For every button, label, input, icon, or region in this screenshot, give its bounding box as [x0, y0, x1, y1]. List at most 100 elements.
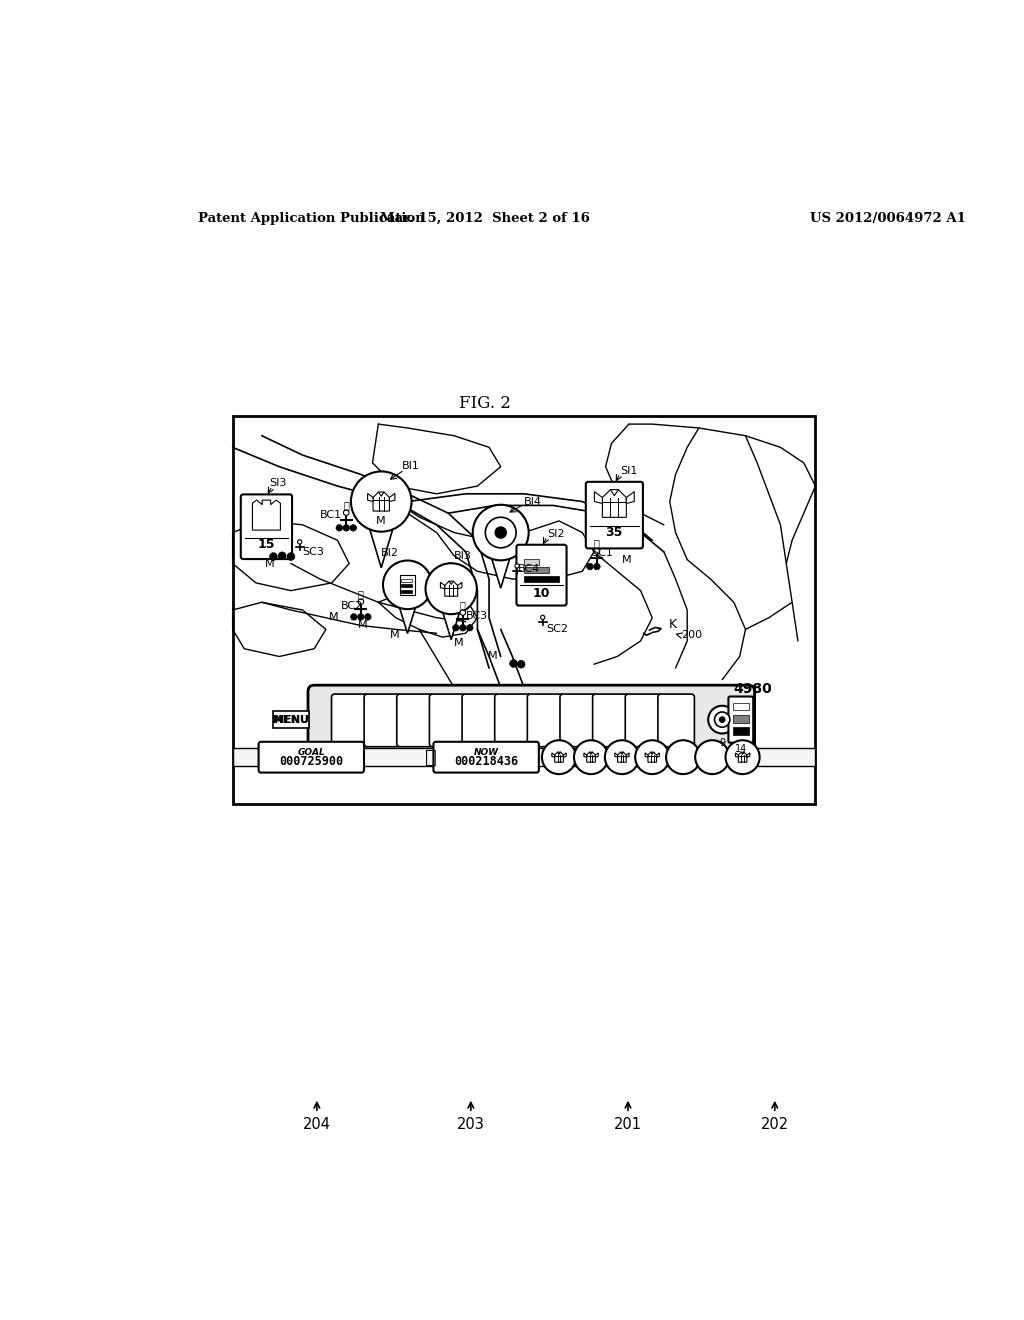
Text: 🔥: 🔥: [460, 599, 466, 610]
Circle shape: [587, 564, 593, 570]
Polygon shape: [617, 752, 627, 762]
Polygon shape: [442, 610, 460, 640]
Bar: [400, 585, 413, 587]
Text: NOW: NOW: [474, 748, 499, 756]
Circle shape: [594, 564, 600, 570]
Polygon shape: [253, 500, 281, 531]
Text: M: M: [358, 620, 368, 631]
Circle shape: [287, 553, 295, 561]
Text: 15: 15: [258, 537, 275, 550]
Text: BC1: BC1: [321, 510, 342, 520]
Circle shape: [605, 741, 639, 774]
Text: 200: 200: [681, 630, 702, 640]
Text: US 2012/0064972 A1: US 2012/0064972 A1: [810, 213, 966, 224]
Text: M: M: [376, 516, 385, 525]
Circle shape: [358, 599, 364, 605]
Circle shape: [426, 564, 477, 614]
Bar: [733, 715, 749, 722]
Circle shape: [715, 711, 730, 727]
FancyBboxPatch shape: [308, 685, 755, 754]
Circle shape: [453, 624, 459, 631]
Circle shape: [594, 549, 600, 554]
Bar: [524, 558, 540, 565]
Circle shape: [279, 552, 286, 560]
Polygon shape: [645, 752, 648, 758]
Circle shape: [541, 615, 545, 619]
Text: GOAL: GOAL: [297, 748, 326, 756]
Text: BI1: BI1: [401, 461, 420, 471]
Text: SI2: SI2: [548, 528, 565, 539]
Circle shape: [460, 610, 466, 615]
Bar: [524, 576, 559, 582]
Circle shape: [343, 524, 349, 531]
Text: 14: 14: [734, 744, 746, 754]
Polygon shape: [389, 494, 395, 502]
Text: BC4: BC4: [518, 564, 541, 574]
FancyBboxPatch shape: [365, 694, 400, 747]
Circle shape: [357, 614, 365, 620]
Polygon shape: [595, 752, 598, 758]
Polygon shape: [627, 752, 629, 758]
Text: BC2: BC2: [340, 601, 362, 611]
Text: 10: 10: [532, 587, 550, 599]
FancyBboxPatch shape: [273, 711, 308, 729]
Polygon shape: [738, 752, 746, 762]
Circle shape: [695, 741, 729, 774]
Bar: [400, 578, 413, 582]
Text: Patent Application Publication: Patent Application Publication: [198, 213, 425, 224]
Text: MENU: MENU: [273, 714, 308, 725]
Polygon shape: [563, 752, 566, 758]
Circle shape: [709, 706, 736, 734]
Polygon shape: [587, 752, 595, 762]
Text: M: M: [622, 556, 632, 565]
Circle shape: [269, 553, 278, 561]
Text: BI3: BI3: [454, 552, 472, 561]
FancyBboxPatch shape: [462, 694, 499, 747]
Text: K: K: [669, 618, 677, 631]
Text: MENU: MENU: [272, 714, 309, 725]
Polygon shape: [490, 556, 511, 589]
Text: SC1: SC1: [591, 548, 613, 557]
FancyBboxPatch shape: [396, 694, 433, 747]
Circle shape: [496, 527, 506, 539]
Bar: [524, 568, 549, 573]
Polygon shape: [368, 494, 373, 502]
FancyBboxPatch shape: [560, 694, 596, 747]
FancyBboxPatch shape: [527, 694, 564, 747]
Circle shape: [574, 741, 608, 774]
Text: M: M: [264, 560, 274, 569]
Text: 🔥: 🔥: [594, 539, 600, 549]
FancyBboxPatch shape: [586, 482, 643, 548]
Bar: [232, 416, 815, 804]
Circle shape: [383, 561, 432, 609]
FancyBboxPatch shape: [259, 742, 364, 772]
FancyBboxPatch shape: [433, 742, 539, 772]
Circle shape: [473, 504, 528, 560]
FancyBboxPatch shape: [495, 694, 531, 747]
Text: 🔥: 🔥: [343, 500, 349, 510]
FancyBboxPatch shape: [593, 694, 629, 747]
Circle shape: [726, 741, 760, 774]
Text: 000218436: 000218436: [454, 755, 518, 768]
Text: SC2: SC2: [546, 623, 568, 634]
Circle shape: [336, 524, 343, 531]
Polygon shape: [458, 582, 462, 589]
Circle shape: [485, 517, 516, 548]
Text: 202: 202: [761, 1117, 788, 1133]
Circle shape: [343, 510, 349, 515]
Polygon shape: [369, 527, 393, 568]
Text: 9: 9: [719, 738, 725, 748]
Circle shape: [542, 741, 577, 774]
Polygon shape: [746, 752, 750, 758]
Bar: [733, 702, 749, 710]
Polygon shape: [594, 491, 602, 503]
Text: SI3: SI3: [269, 478, 287, 488]
Circle shape: [467, 624, 473, 631]
Text: BC3: BC3: [466, 611, 487, 620]
Polygon shape: [627, 491, 634, 503]
Text: 🔥: 🔥: [358, 589, 364, 599]
Text: SI1: SI1: [621, 466, 638, 475]
Polygon shape: [656, 752, 659, 758]
Text: M: M: [487, 651, 498, 661]
Polygon shape: [399, 606, 416, 634]
